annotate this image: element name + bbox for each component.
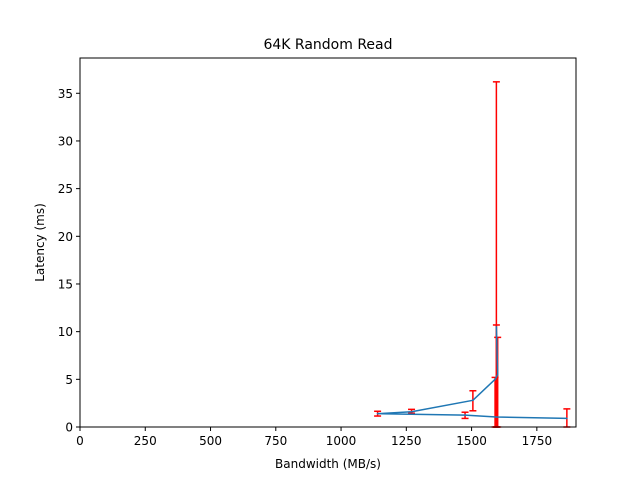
data-point bbox=[376, 412, 379, 415]
data-point bbox=[496, 373, 499, 376]
x-tick-label: 1000 bbox=[326, 434, 357, 448]
x-axis-label: Bandwidth (MB/s) bbox=[275, 457, 381, 471]
y-tick-label: 10 bbox=[58, 325, 73, 339]
data-point bbox=[472, 399, 474, 402]
data-point bbox=[495, 416, 498, 418]
series-line-group bbox=[376, 326, 568, 420]
x-tick-label: 1750 bbox=[522, 434, 553, 448]
y-axis-label: Latency (ms) bbox=[33, 203, 47, 282]
y-tick-label: 0 bbox=[65, 421, 73, 435]
x-tick-label: 500 bbox=[199, 434, 222, 448]
x-axis: 0 250 500 750 1000 1250 1500 1750 bbox=[76, 427, 552, 448]
x-tick-label: 1500 bbox=[456, 434, 487, 448]
y-tick-label: 15 bbox=[58, 277, 73, 291]
y-tick-label: 30 bbox=[58, 134, 73, 148]
plot-frame bbox=[79, 57, 577, 428]
y-tick-label: 25 bbox=[58, 182, 73, 196]
x-tick-label: 0 bbox=[76, 434, 84, 448]
y-tick-label: 20 bbox=[58, 230, 73, 244]
x-tick-label: 250 bbox=[134, 434, 157, 448]
data-point bbox=[494, 378, 496, 381]
data-point bbox=[495, 326, 498, 328]
chart-title: 64K Random Read bbox=[263, 37, 392, 53]
y-tick-label: 35 bbox=[58, 87, 73, 101]
y-axis: 0 5 10 15 20 25 30 35 bbox=[58, 87, 80, 435]
x-tick-label: 1250 bbox=[391, 434, 422, 448]
x-tick-label: 750 bbox=[264, 434, 287, 448]
data-point bbox=[566, 417, 568, 420]
y-tick-label: 5 bbox=[65, 373, 73, 387]
data-point bbox=[410, 410, 413, 413]
data-point bbox=[464, 414, 466, 416]
